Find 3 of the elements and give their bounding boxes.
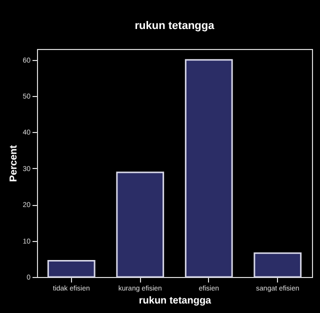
y-axis-title: Percent (8, 144, 20, 182)
chart-title: rukun tetangga (134, 20, 216, 32)
x-axis-title: rukun tetangga (138, 296, 212, 306)
